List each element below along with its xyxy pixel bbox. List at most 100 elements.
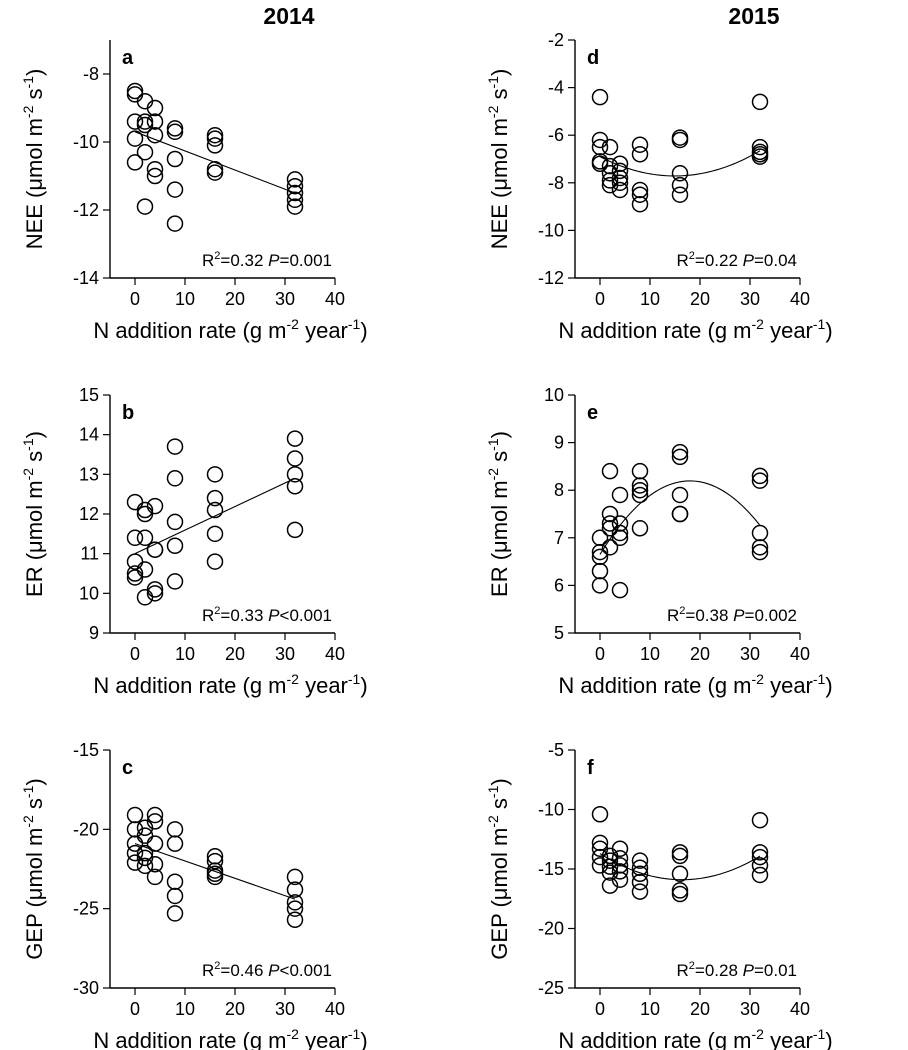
x-tick-label: 10 — [640, 289, 660, 309]
data-point — [631, 865, 649, 883]
data-point — [286, 171, 304, 188]
panel-d: -12 -10 -8 -6 -4 -2 0 10 20 30 40 d R2=0.22 P=0.04 NE… — [485, 30, 833, 343]
data-point — [591, 577, 609, 594]
data-point — [126, 154, 144, 171]
data-point — [206, 553, 224, 570]
panel-letter: a — [122, 47, 134, 69]
y-tick-label: 14 — [79, 425, 99, 445]
x-axis-label: N addition rate (g m-2 year-1) — [558, 1026, 832, 1050]
data-point — [166, 181, 184, 198]
data-point — [631, 477, 649, 494]
data-point — [601, 138, 619, 156]
data-point — [286, 911, 304, 929]
x-axis-label: N addition rate (g m-2 year-1) — [93, 316, 367, 343]
data-point — [166, 887, 184, 905]
y-tick-label: 13 — [79, 464, 99, 484]
y-tick-label: 8 — [554, 480, 564, 500]
y-tick-label: -20 — [538, 919, 564, 939]
x-axis-label: N addition rate (g m-2 year-1) — [558, 316, 832, 343]
x-tick-label: 40 — [790, 644, 810, 664]
data-point — [611, 486, 629, 504]
data-point — [611, 169, 629, 187]
y-axis-label: GEP (μmol m-2 s-1) — [20, 778, 47, 959]
data-point — [601, 520, 619, 537]
panel-b: 9 10 11 12 13 14 15 0 10 20 30 40 b R2=0.33 P<0.001 ER… — [20, 385, 368, 698]
data-point — [751, 844, 769, 861]
y-tick-label: -20 — [73, 819, 99, 839]
y-tick-label: -25 — [73, 899, 99, 919]
data-point — [591, 155, 609, 173]
data-point — [206, 160, 224, 178]
x-tick-label: 0 — [130, 999, 140, 1019]
y-axis-label: NEE (μmol m-2 s-1) — [485, 69, 512, 250]
data-point — [631, 195, 649, 213]
data-point — [611, 524, 629, 542]
column-title-2015: 2015 — [728, 3, 779, 29]
y-tick-label: -10 — [73, 132, 99, 152]
data-point — [286, 184, 304, 202]
y-tick-label: -10 — [538, 800, 564, 820]
data-point — [146, 835, 164, 852]
data-point — [601, 539, 619, 556]
data-point — [631, 520, 649, 537]
data-point — [631, 486, 649, 504]
y-tick-label: -8 — [83, 64, 99, 84]
data-point — [751, 543, 769, 561]
y-tick-label: 12 — [79, 504, 99, 524]
y-tick-label: -15 — [538, 859, 564, 879]
stats-label: R2=0.22 P=0.04 — [676, 250, 797, 270]
stats-label: R2=0.32 P=0.001 — [202, 250, 332, 270]
y-tick-label: -30 — [73, 978, 99, 998]
data-point — [671, 186, 689, 203]
y-tick-label: 5 — [554, 623, 564, 643]
data-point — [631, 136, 649, 153]
x-tick-label: 40 — [790, 289, 810, 309]
x-tick-label: 20 — [690, 644, 710, 664]
data-point — [166, 905, 184, 922]
panel-f: -25 -20 -15 -10 -5 0 10 20 30 40 f R2=0.28 P=0.01 GE… — [485, 740, 833, 1050]
data-point — [206, 501, 224, 519]
data-point — [751, 93, 769, 111]
data-point — [146, 581, 164, 598]
data-point — [286, 177, 304, 195]
data-point — [286, 868, 304, 886]
data-point — [146, 497, 164, 515]
data-point — [751, 857, 769, 874]
x-tick-label: 10 — [640, 644, 660, 664]
data-point — [601, 852, 619, 869]
data-point — [671, 865, 689, 883]
data-point — [126, 529, 144, 547]
x-tick-label: 10 — [175, 999, 195, 1019]
x-tick-label: 20 — [690, 289, 710, 309]
data-point — [286, 198, 304, 215]
data-point — [631, 481, 649, 499]
x-tick-label: 30 — [275, 289, 295, 309]
data-point — [671, 505, 689, 523]
data-point — [136, 844, 154, 862]
data-point — [751, 524, 769, 542]
data-point — [611, 162, 629, 180]
data-point — [601, 877, 619, 894]
x-tick-label: 20 — [225, 289, 245, 309]
data-point — [146, 99, 164, 117]
data-point — [286, 466, 304, 483]
panel-letter: d — [587, 47, 599, 69]
data-point — [166, 120, 184, 137]
y-tick-label: -8 — [548, 173, 564, 193]
data-point — [126, 854, 144, 871]
data-point — [166, 873, 184, 890]
stats-label: R2=0.28 P=0.01 — [676, 960, 797, 980]
panel-letter: e — [587, 402, 598, 424]
data-point — [591, 529, 609, 547]
y-axis-label: NEE (μmol m-2 s-1) — [20, 69, 47, 250]
data-point — [591, 562, 609, 580]
x-tick-label: 20 — [225, 999, 245, 1019]
data-point — [611, 850, 629, 867]
x-tick-label: 40 — [790, 999, 810, 1019]
data-point — [671, 847, 689, 865]
y-tick-label: -12 — [538, 268, 564, 288]
data-point — [751, 148, 769, 165]
data-point — [206, 466, 224, 483]
panel-letter: f — [587, 757, 594, 779]
data-point — [206, 164, 224, 181]
